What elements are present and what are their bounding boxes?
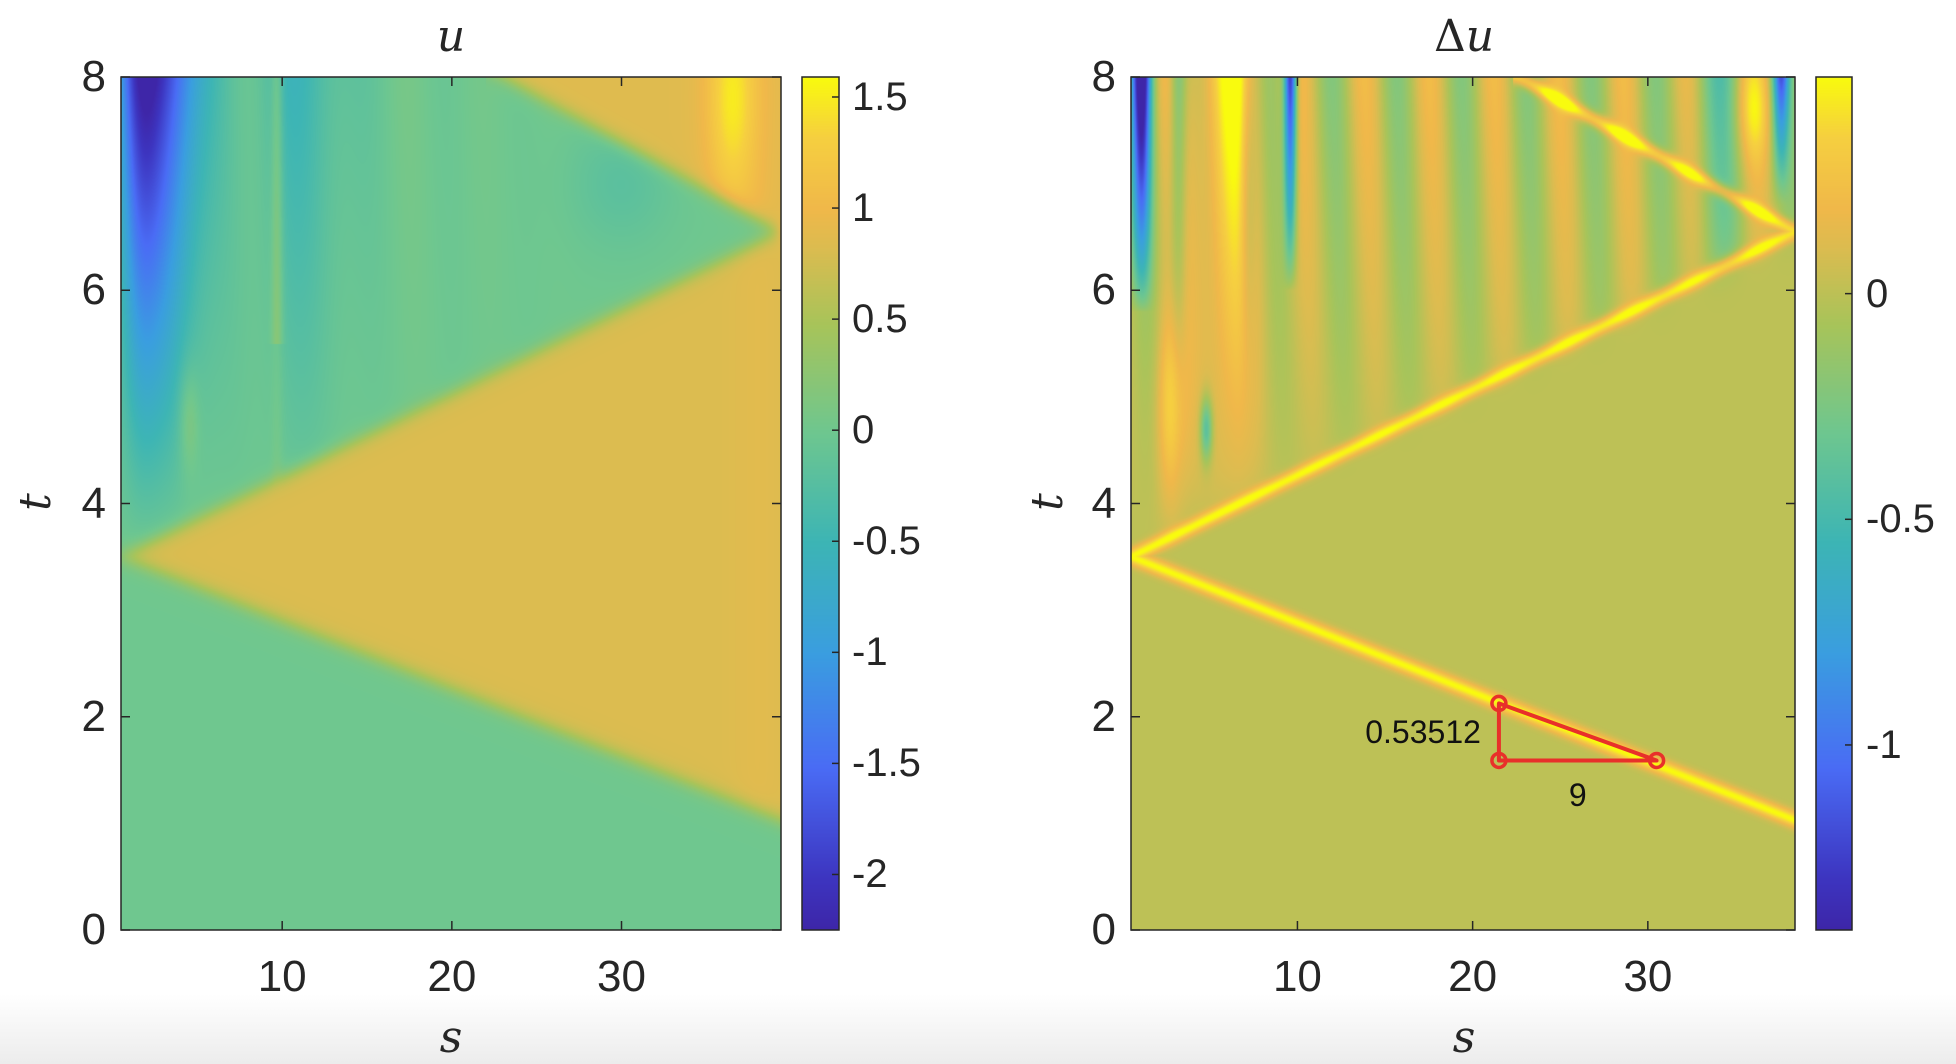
y-tick-label: 4 xyxy=(1091,478,1116,528)
colorbar xyxy=(1816,77,1852,930)
bottom-shadow xyxy=(0,994,1956,1064)
triangle-vertex-marker xyxy=(1647,751,1666,770)
x-axis-label: s xyxy=(439,1012,463,1063)
x-tick-label: 30 xyxy=(1623,952,1673,1001)
colorbar-box xyxy=(1815,76,1853,931)
heatmap-image xyxy=(121,77,781,930)
y-axis-label: t xyxy=(1022,493,1073,511)
y-tick-label: 6 xyxy=(81,265,106,315)
triangle-base-label: 9 xyxy=(1568,777,1587,814)
colorbar-tick-label: -1 xyxy=(852,630,888,675)
x-axis-label: s xyxy=(1452,1012,1476,1063)
y-tick-label: 8 xyxy=(1091,52,1116,101)
delta-glyph: Δ xyxy=(1433,11,1466,62)
colorbar-tick-label: -1 xyxy=(1866,722,1902,767)
plot-title: Δu xyxy=(1434,15,1494,59)
colorbar-box xyxy=(801,76,840,931)
triangle-vertex-marker xyxy=(1490,694,1508,713)
y-tick-label: 8 xyxy=(81,52,106,101)
y-tick-label: 4 xyxy=(81,478,106,528)
y-tick-label: 0 xyxy=(1091,905,1116,954)
x-tick-label: 30 xyxy=(597,952,646,1001)
y-tick-label: 6 xyxy=(1091,265,1116,315)
axes-box xyxy=(1130,76,1796,931)
colorbar-tick-label: -0.5 xyxy=(852,519,921,564)
triangle-height-label: 0.53512 xyxy=(1365,713,1481,750)
heatmap-image xyxy=(1131,77,1795,930)
x-tick-label: 20 xyxy=(427,952,477,1001)
colorbar-tick-label: 0.5 xyxy=(852,297,908,342)
x-tick-label: 10 xyxy=(1272,952,1322,1001)
colorbar-tick-label: 0 xyxy=(1866,271,1889,316)
slope-triangle xyxy=(1496,701,1659,763)
y-tick-label: 0 xyxy=(81,905,106,954)
x-tick-label: 10 xyxy=(257,952,307,1001)
colorbar-tick-label: -2 xyxy=(852,852,888,897)
colorbar-tick-label: 1 xyxy=(852,186,875,231)
colorbar xyxy=(802,77,839,930)
colorbar-tick-label: 1.5 xyxy=(852,74,908,119)
y-tick-label: 2 xyxy=(81,691,106,741)
colorbar-tick-label: 0 xyxy=(852,408,875,453)
triangle-vertex-marker xyxy=(1490,751,1508,770)
colorbar-tick-label: -1.5 xyxy=(852,741,921,786)
plot-title: u xyxy=(436,11,466,62)
colorbar-tick-label: -0.5 xyxy=(1866,497,1935,542)
u-glyph: u xyxy=(1465,11,1495,62)
x-tick-label: 20 xyxy=(1448,952,1498,1001)
y-tick-label: 2 xyxy=(1091,691,1116,741)
